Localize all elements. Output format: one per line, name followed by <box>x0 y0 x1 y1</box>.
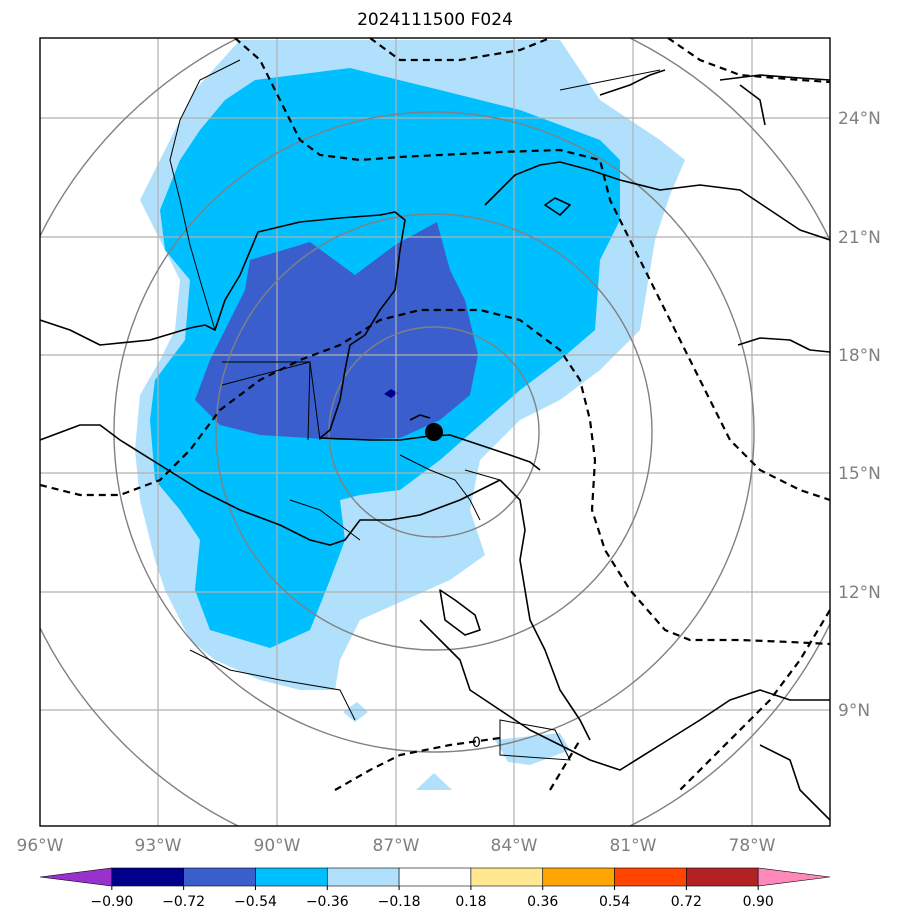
map-frame <box>39 37 831 827</box>
colorbar-tick-label: −0.36 <box>306 894 349 910</box>
coastlines <box>40 69 830 821</box>
lon-label: 93°W <box>135 836 182 856</box>
storm-center-marker <box>425 423 443 441</box>
colorbar-segment <box>686 867 759 887</box>
colorbar-segment <box>39 867 113 887</box>
colorbar-tick-label: −0.72 <box>162 894 205 910</box>
navy-anomaly-spot <box>384 389 398 398</box>
lon-label: 96°W <box>17 836 64 856</box>
country-borders <box>169 59 661 761</box>
colorbar-segment <box>111 867 184 887</box>
colorbar-tick-label: 0.72 <box>671 894 702 910</box>
colorbar-tick-label: −0.18 <box>378 894 421 910</box>
longitude-labels: 96°W 93°W 90°W 87°W 84°W 81°W 78°W <box>17 836 776 856</box>
colorbar-segment <box>757 867 831 887</box>
colorbar-tick-label: 0.36 <box>527 894 558 910</box>
lat-label: 12°N <box>838 583 881 603</box>
latitude-labels: 24°N 21°N 18°N 15°N 12°N 9°N <box>838 109 881 721</box>
grid-lines <box>40 38 830 826</box>
lat-label: 15°N <box>838 464 881 484</box>
light-blue-anomaly-patch-west <box>343 702 368 722</box>
colorbar-segment <box>470 867 544 887</box>
lon-label: 84°W <box>491 836 538 856</box>
lon-label: 81°W <box>610 836 657 856</box>
light-blue-anomaly-patch-coast <box>416 773 452 790</box>
colorbar-tick-label: −0.90 <box>90 894 133 910</box>
colorbar-segment <box>326 867 400 887</box>
colorbar-tick-label: 0.54 <box>599 894 630 910</box>
zero-contours <box>40 38 830 791</box>
colorbar-segment <box>614 867 687 887</box>
colorbar-tick-label: 0.90 <box>743 894 774 910</box>
colorbar: −0.90 −0.72 −0.54 −0.36 −0.18 0.18 0.36 0.54 0.7… <box>39 867 831 910</box>
lat-label: 21°N <box>838 228 881 248</box>
map-panel: 0 <box>40 38 830 826</box>
lon-label: 78°W <box>729 836 776 856</box>
lon-label: 87°W <box>373 836 420 856</box>
royal-blue-anomaly-region <box>195 222 478 440</box>
colorbar-tick-label: 0.18 <box>455 894 486 910</box>
colorbar-tick-label: −0.54 <box>234 894 277 910</box>
contour-label: 0 <box>472 735 481 751</box>
colorbar-segment <box>398 867 472 887</box>
lat-label: 9°N <box>838 701 870 721</box>
colorbar-segment <box>183 867 256 887</box>
lat-label: 24°N <box>838 109 881 129</box>
range-rings <box>40 38 830 826</box>
colorbar-segment <box>255 867 328 887</box>
colorbar-segment <box>542 867 615 887</box>
lat-label: 18°N <box>838 346 881 366</box>
lon-label: 90°W <box>254 836 301 856</box>
figure-title: 2024111500 F024 <box>357 10 513 30</box>
